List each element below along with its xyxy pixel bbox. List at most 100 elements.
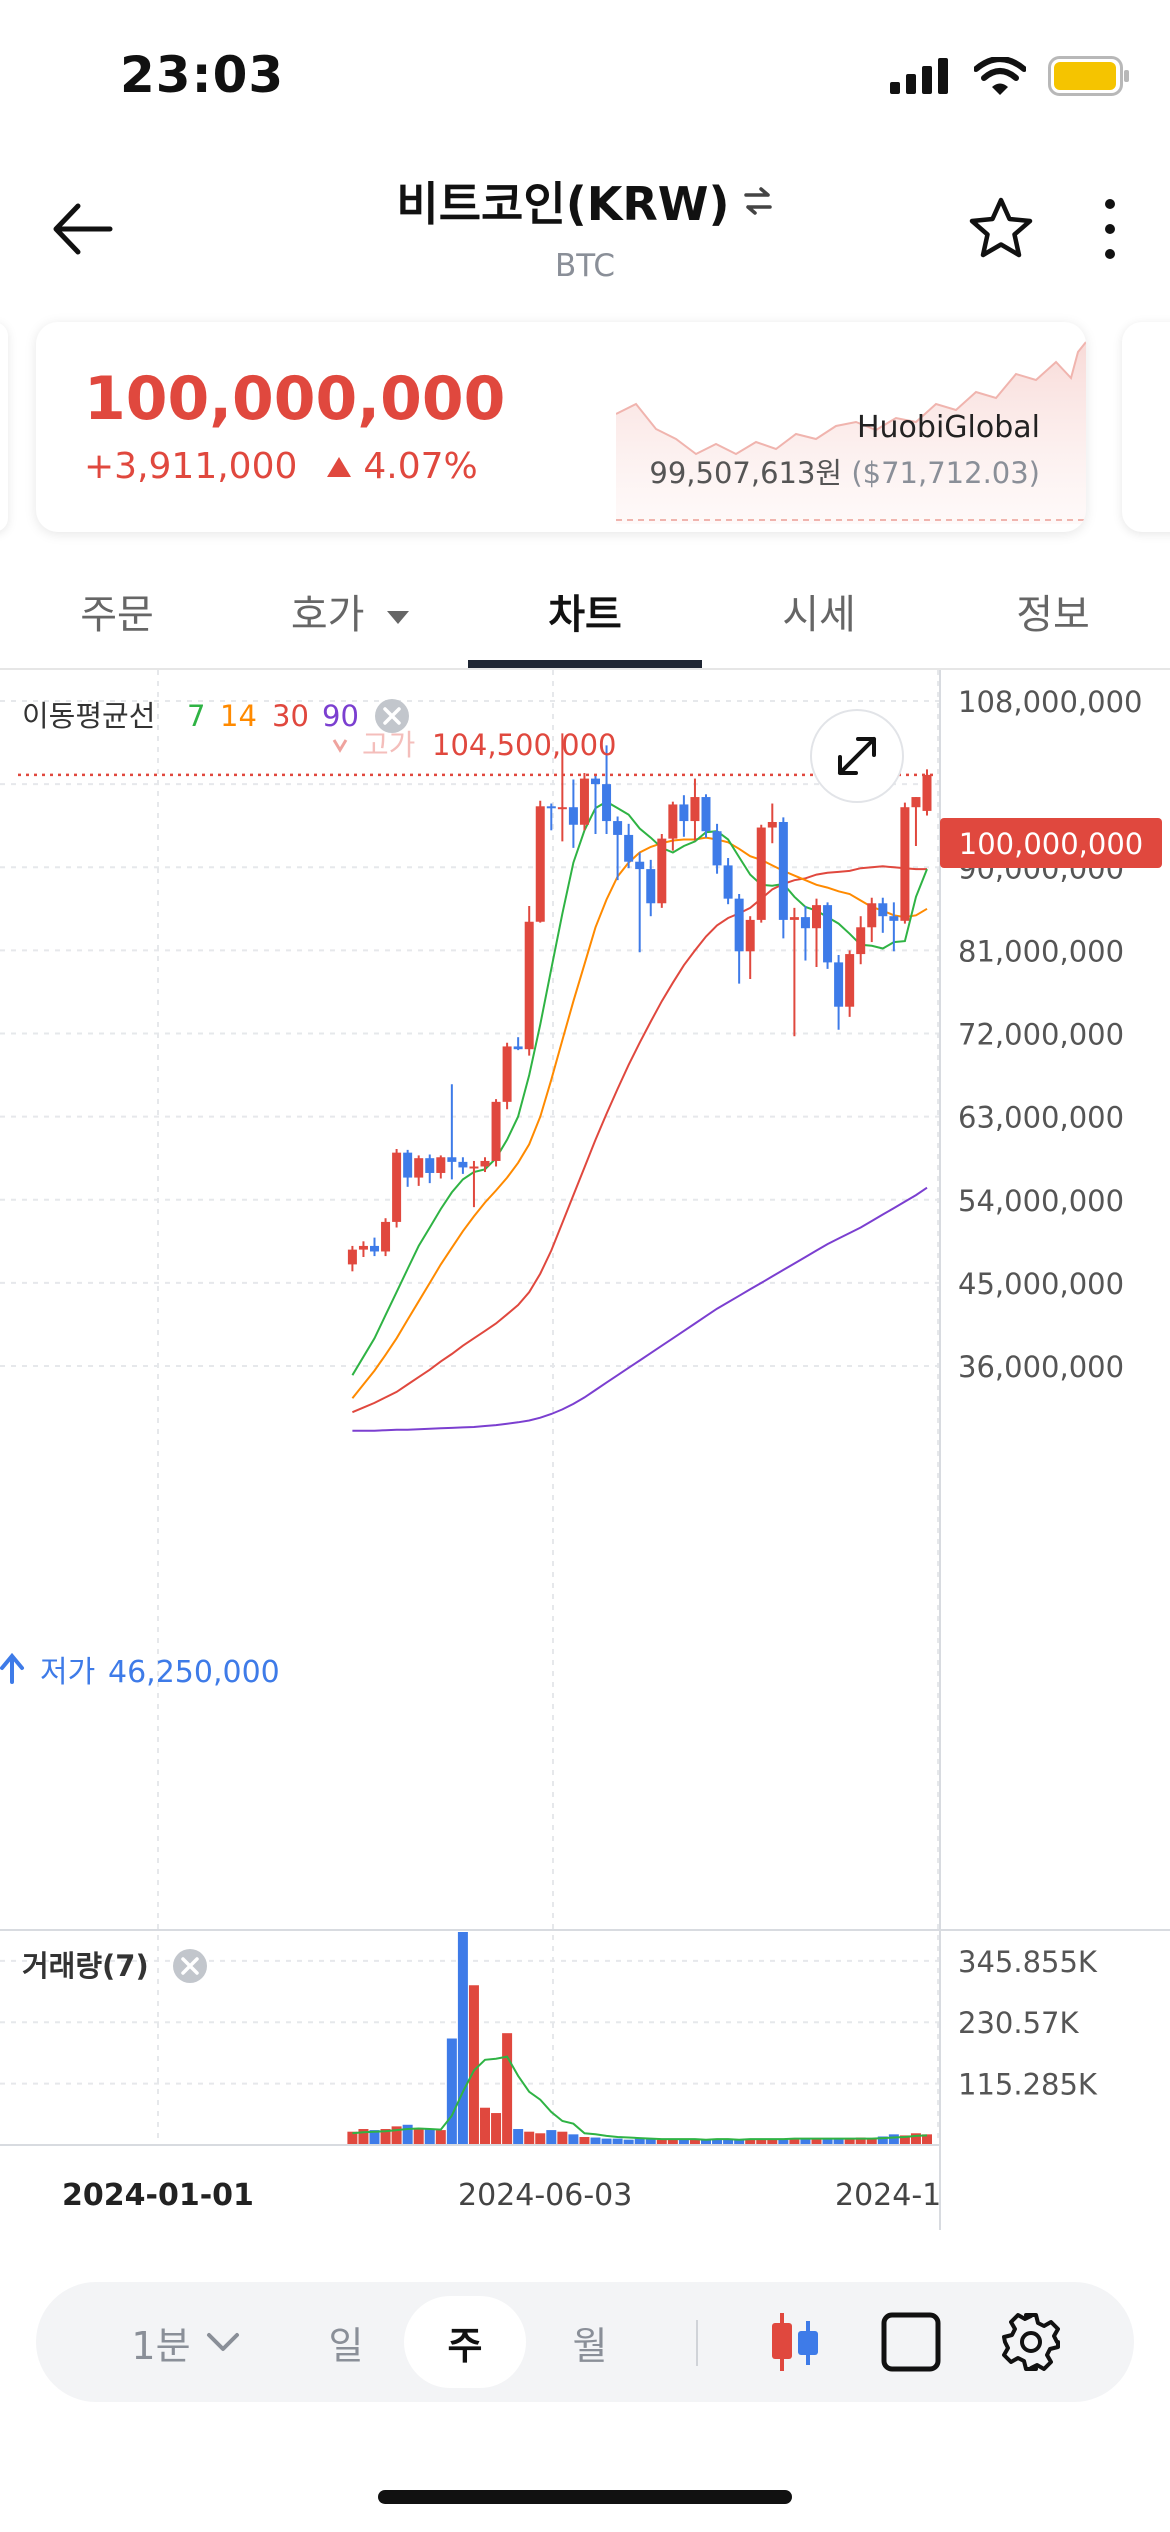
- volume-bar: [701, 2139, 711, 2145]
- tab-orderbook[interactable]: 호가: [234, 582, 468, 640]
- ma-legend-close-icon[interactable]: [375, 699, 409, 733]
- volume-bar: [524, 2131, 535, 2145]
- volume-bar: [667, 2138, 678, 2145]
- chart-grid: [0, 670, 940, 2145]
- back-arrow-icon[interactable]: [48, 194, 118, 264]
- next-card-edge[interactable]: [1122, 322, 1170, 532]
- candle-body: [414, 1158, 424, 1178]
- cellular-signal-icon: [890, 58, 948, 94]
- candle-body: [524, 921, 534, 1050]
- candlestick-chart[interactable]: 108,000,00090,000,00081,000,00072,000,00…: [0, 670, 1170, 2230]
- swap-arrows-icon: [743, 187, 772, 215]
- volume-bar: [535, 2133, 546, 2145]
- volume-bar: [513, 2129, 524, 2145]
- fullscreen-expand-button[interactable]: [810, 709, 904, 803]
- ma14-label: 14: [220, 699, 257, 733]
- candle-body: [381, 1221, 391, 1252]
- candle-body: [635, 861, 645, 870]
- interval-select-dropdown[interactable]: 1분: [96, 2282, 276, 2402]
- volume-bar: [369, 2130, 380, 2145]
- ma7-label: 7: [187, 699, 205, 733]
- volume-bar: [557, 2131, 568, 2145]
- volume-bar: [546, 2130, 557, 2145]
- candle-body: [856, 927, 866, 955]
- candle-body: [546, 806, 556, 809]
- volume-bar: [822, 2138, 833, 2145]
- volume-bar: [855, 2137, 866, 2145]
- candles: [347, 733, 932, 1272]
- drawing-tool-button[interactable]: [866, 2282, 956, 2402]
- interval-month-label: 월: [572, 2323, 608, 2368]
- candle-body: [745, 919, 755, 952]
- candle-body: [867, 903, 877, 928]
- interval-day-label: 일: [328, 2323, 364, 2368]
- y-axis-tick-label: 54,000,000: [958, 1184, 1124, 1218]
- candle-body: [502, 1046, 512, 1102]
- favorite-star-icon[interactable]: [966, 194, 1036, 264]
- tab-market[interactable]: 시세: [702, 582, 936, 640]
- ma90-line: [352, 1186, 928, 1432]
- candle-body: [579, 778, 589, 825]
- coin-title-button[interactable]: 비트코인(KRW): [396, 168, 773, 234]
- ma30-line: [352, 865, 927, 1414]
- tab-chart[interactable]: 차트: [468, 582, 702, 640]
- volume-bar: [446, 2038, 457, 2145]
- volume-bar: [789, 2138, 800, 2145]
- candle-body: [767, 821, 777, 828]
- volume-bar: [435, 2130, 446, 2145]
- volume-bar: [922, 2134, 932, 2145]
- y-axis-tick-label: 63,000,000: [958, 1101, 1124, 1135]
- candle-body: [513, 1046, 523, 1050]
- high-marker-label: 고가: [362, 728, 415, 762]
- prev-card-edge[interactable]: [0, 322, 8, 532]
- tab-order-label: 주문: [80, 592, 154, 638]
- caret-down-icon: [387, 611, 410, 624]
- volume-bar: [778, 2139, 789, 2145]
- candle-body: [469, 1166, 479, 1169]
- candle-body: [812, 905, 821, 929]
- chart-type-button[interactable]: [750, 2282, 840, 2402]
- interval-month-button[interactable]: 월: [540, 2282, 640, 2402]
- tab-info-label: 정보: [1016, 592, 1090, 638]
- coin-symbol: BTC: [554, 248, 616, 284]
- ma-legend[interactable]: 이동평균선 7 14 30 90: [22, 699, 409, 733]
- candle-body: [712, 831, 722, 866]
- volume-bar: [402, 2124, 413, 2145]
- candle-body: [734, 898, 744, 952]
- volume-tick-label: 345.855K: [958, 1945, 1098, 1979]
- tab-info[interactable]: 정보: [936, 582, 1170, 640]
- chart-settings-button[interactable]: [986, 2282, 1076, 2402]
- volume-bar: [800, 2138, 811, 2145]
- volume-bar: [457, 1932, 468, 2145]
- y-axis-tick-label: 108,000,000: [958, 685, 1143, 719]
- price-sparkline: [616, 341, 1086, 524]
- candle-body: [535, 806, 545, 922]
- exchange-name: HuobiGlobal: [856, 410, 1040, 445]
- y-axis-tick-label: 81,000,000: [958, 934, 1124, 968]
- status-bar: 23:03: [0, 0, 1170, 150]
- interval-week-label: 주: [447, 2323, 483, 2368]
- candle-body: [646, 869, 656, 904]
- chart-toolbar: 1분 일 주 월: [36, 2282, 1134, 2402]
- x-axis-tick-label: 2024-1: [835, 2178, 941, 2213]
- gear-icon: [1002, 2313, 1060, 2371]
- home-indicator: [378, 2490, 792, 2504]
- volume-legend-close-icon[interactable]: [173, 1949, 207, 1983]
- volume-legend[interactable]: 거래량(7): [22, 1949, 207, 1983]
- volume-bar: [634, 2138, 645, 2145]
- volume-bar: [480, 2107, 490, 2145]
- current-price-tag: 100,000,000: [940, 818, 1162, 868]
- expand-arrows-icon: [838, 737, 876, 775]
- candle-body: [789, 917, 799, 920]
- square-outline-icon: [881, 2312, 941, 2372]
- more-options-icon[interactable]: [1090, 194, 1130, 264]
- volume-bar: [833, 2139, 844, 2145]
- tab-order[interactable]: 주문: [0, 582, 234, 640]
- price-card[interactable]: 100,000,000 +3,911,000 4.07% HuobiGlobal…: [36, 322, 1086, 532]
- volume-bar: [899, 2135, 910, 2145]
- volume-bar: [424, 2129, 435, 2145]
- candle-body: [778, 821, 788, 920]
- interval-day-button[interactable]: 일: [296, 2282, 396, 2402]
- interval-week-button[interactable]: 주: [404, 2282, 526, 2402]
- candle-body: [347, 1249, 357, 1265]
